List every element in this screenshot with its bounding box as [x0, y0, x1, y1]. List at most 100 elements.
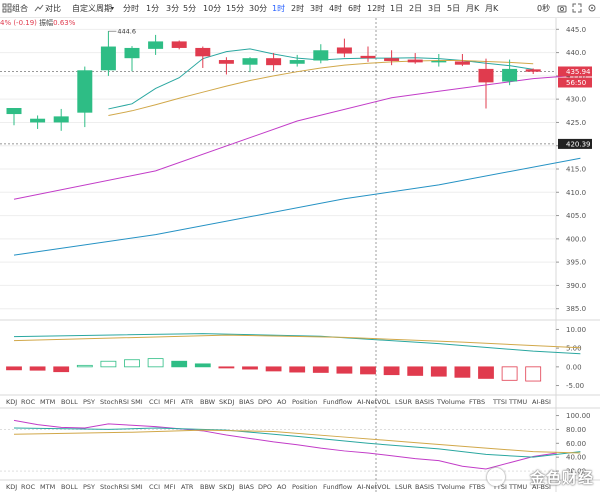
settings-icon[interactable]: [587, 3, 597, 13]
indicator-tab[interactable]: Position: [292, 483, 318, 491]
timeframe-button[interactable]: 3时: [310, 4, 324, 13]
camera-icon[interactable]: [557, 3, 567, 13]
indicator-tab[interactable]: BIAS: [239, 398, 254, 406]
indicator-tab[interactable]: ATR: [181, 398, 194, 406]
indicator-tab[interactable]: PSY: [83, 483, 96, 491]
timeframe-button[interactable]: 3日: [428, 4, 442, 13]
compare-button[interactable]: 对比: [45, 4, 61, 13]
indicator-tab[interactable]: TTMU: [509, 398, 528, 406]
indicator-tab[interactable]: DPO: [258, 398, 273, 406]
candle-body[interactable]: [124, 47, 140, 59]
fullscreen-icon[interactable]: [572, 3, 582, 13]
indicator-tab[interactable]: KDJ: [6, 398, 18, 406]
timeframe-button[interactable]: 5分: [183, 4, 197, 13]
indicator-tab[interactable]: DPO: [258, 483, 273, 491]
indicator-tab[interactable]: AI-NetVOL: [357, 398, 391, 406]
indicator-tab[interactable]: CCI: [149, 398, 160, 406]
timeframe-button[interactable]: 1日: [390, 4, 404, 13]
indicator-tab[interactable]: LSUR: [395, 398, 413, 406]
indicator-tab[interactable]: BBW: [200, 398, 216, 406]
indicator-tab[interactable]: TVolume: [437, 398, 466, 406]
indicator-tab[interactable]: PSY: [83, 398, 96, 406]
candle-body[interactable]: [525, 69, 541, 72]
indicator-tab[interactable]: Fundflow: [323, 483, 353, 491]
indicator-tab[interactable]: BASIS: [415, 483, 435, 491]
indicator-tab[interactable]: ROC: [21, 398, 36, 406]
indicator-tab[interactable]: AO: [277, 483, 287, 491]
indicator-tab[interactable]: SMI: [131, 398, 143, 406]
chevron-down-icon[interactable]: ▾: [111, 5, 115, 12]
indicator-tab[interactable]: FTBS: [469, 483, 486, 491]
indicator-tab[interactable]: BOLL: [61, 398, 78, 406]
timeframe-button[interactable]: 4时: [329, 4, 343, 13]
timeframe-button[interactable]: 30分: [249, 4, 268, 13]
indicator-tab[interactable]: MFI: [164, 398, 176, 406]
indicator-tab[interactable]: TTSI: [493, 483, 507, 491]
candle-body[interactable]: [407, 59, 423, 63]
candle-body[interactable]: [266, 58, 282, 66]
timeframe-button[interactable]: 分时: [123, 4, 139, 13]
indicator-tab[interactable]: MFI: [164, 483, 176, 491]
indicator-tab[interactable]: LSUR: [395, 483, 413, 491]
timeframe-button[interactable]: 5日: [447, 4, 461, 13]
candle-body[interactable]: [431, 60, 447, 63]
indicator-tab[interactable]: MTM: [40, 483, 56, 491]
indicator-tab[interactable]: BBW: [200, 483, 216, 491]
candle-body[interactable]: [360, 55, 376, 59]
indicator-tab[interactable]: SKDJ: [219, 398, 235, 406]
indicator-tab[interactable]: CCI: [149, 483, 160, 491]
combo-button[interactable]: 组合: [12, 4, 28, 13]
indicator-tab[interactable]: ROC: [21, 483, 36, 491]
indicator-tab[interactable]: SKDJ: [219, 483, 235, 491]
indicator-tab[interactable]: KDJ: [6, 483, 18, 491]
indicator-tab[interactable]: Position: [292, 398, 318, 406]
candle-body[interactable]: [30, 118, 46, 123]
indicator-tab[interactable]: Fundflow: [323, 398, 353, 406]
candle-body[interactable]: [77, 70, 93, 113]
candle-body[interactable]: [454, 61, 470, 65]
candle-body[interactable]: [195, 47, 211, 57]
candle-body[interactable]: [6, 108, 22, 115]
candle-body[interactable]: [313, 50, 329, 61]
candle-body[interactable]: [336, 47, 352, 54]
candle-body[interactable]: [384, 58, 400, 61]
timeframe-button[interactable]: 1时: [272, 4, 286, 13]
indicator-tab[interactable]: BASIS: [415, 398, 435, 406]
timeframe-button[interactable]: 2时: [291, 4, 305, 13]
candle-body[interactable]: [53, 116, 69, 123]
timeframe-button[interactable]: 1分: [146, 4, 160, 13]
indicator-tab[interactable]: StochRSI: [100, 483, 129, 491]
candle-body[interactable]: [478, 68, 494, 83]
candle-body[interactable]: [242, 58, 258, 65]
indicator-tab[interactable]: BIAS: [239, 483, 254, 491]
indicator-tab[interactable]: TTMU: [509, 483, 528, 491]
indicator-tab[interactable]: AI-NetVOL: [357, 483, 391, 491]
custom-period-button[interactable]: 自定义周期: [72, 4, 112, 13]
candle-body[interactable]: [289, 60, 305, 64]
indicator-tab[interactable]: StochRSI: [100, 398, 129, 406]
indicator-tab[interactable]: FTBS: [469, 398, 486, 406]
timeframe-button[interactable]: 10分: [203, 4, 222, 13]
indicator-tab[interactable]: AI-BSI: [532, 398, 551, 406]
indicator-tab[interactable]: TVolume: [437, 483, 466, 491]
indicator-tab[interactable]: SMI: [131, 483, 143, 491]
candle-body[interactable]: [502, 68, 518, 82]
candle-body[interactable]: [100, 46, 116, 71]
timeframe-button[interactable]: 6时: [348, 4, 362, 13]
timeframe-button[interactable]: 15分: [226, 4, 245, 13]
timeframe-button[interactable]: 2日: [409, 4, 423, 13]
candle-body[interactable]: [218, 60, 234, 64]
indicator-tab[interactable]: MTM: [40, 398, 56, 406]
timeframe-button[interactable]: 3分: [166, 4, 180, 13]
indicator-tab[interactable]: AI-BSI: [532, 483, 551, 491]
timeframe-button[interactable]: 12时: [367, 4, 386, 13]
timeframe-button[interactable]: 月K: [466, 4, 480, 13]
indicator-tab[interactable]: TTSI: [493, 398, 507, 406]
indicator-tab[interactable]: BOLL: [61, 483, 78, 491]
candle-body[interactable]: [171, 41, 187, 48]
timeframe-button[interactable]: 月K: [485, 4, 499, 13]
candle-body[interactable]: [148, 41, 164, 49]
indicator-tab[interactable]: AO: [277, 398, 287, 406]
indicator-tab[interactable]: ATR: [181, 483, 194, 491]
